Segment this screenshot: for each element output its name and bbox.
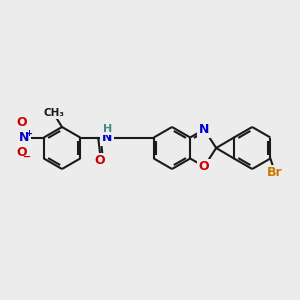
Text: CH₃: CH₃ — [44, 108, 64, 118]
Text: +: + — [25, 129, 32, 138]
Text: N: N — [19, 131, 29, 144]
Text: O: O — [16, 116, 27, 129]
Text: Br: Br — [267, 166, 282, 179]
Text: O: O — [95, 154, 106, 167]
Text: H: H — [103, 124, 112, 134]
Text: O: O — [16, 146, 27, 159]
Text: N: N — [199, 123, 209, 136]
Text: O: O — [199, 160, 209, 173]
Text: −: − — [23, 152, 31, 161]
Text: N: N — [102, 131, 112, 144]
